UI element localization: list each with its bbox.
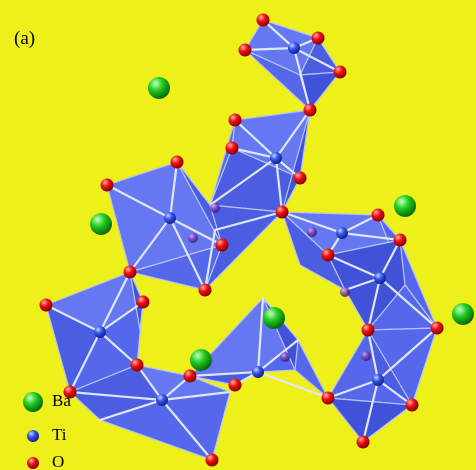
legend-o-swatch (27, 457, 39, 469)
o-atoms (39, 13, 444, 467)
legend-label-o: O (52, 452, 65, 470)
ba-atoms (90, 77, 474, 371)
panel-label: (a) (14, 28, 36, 49)
legend-ba-swatch (23, 392, 43, 412)
polyhedron-upper-center (208, 108, 312, 214)
polyhedron-bottom-right (326, 326, 439, 444)
background-atoms (188, 203, 371, 362)
polyhedron-right (280, 210, 439, 332)
legend-swatches (23, 392, 43, 469)
ti-atoms (94, 42, 386, 406)
polyhedron-bottom-left (68, 363, 232, 462)
legend-label-ti: Ti (52, 425, 67, 444)
legend-ti-swatch (27, 430, 39, 442)
legend-label-ba: Ba (52, 391, 71, 410)
